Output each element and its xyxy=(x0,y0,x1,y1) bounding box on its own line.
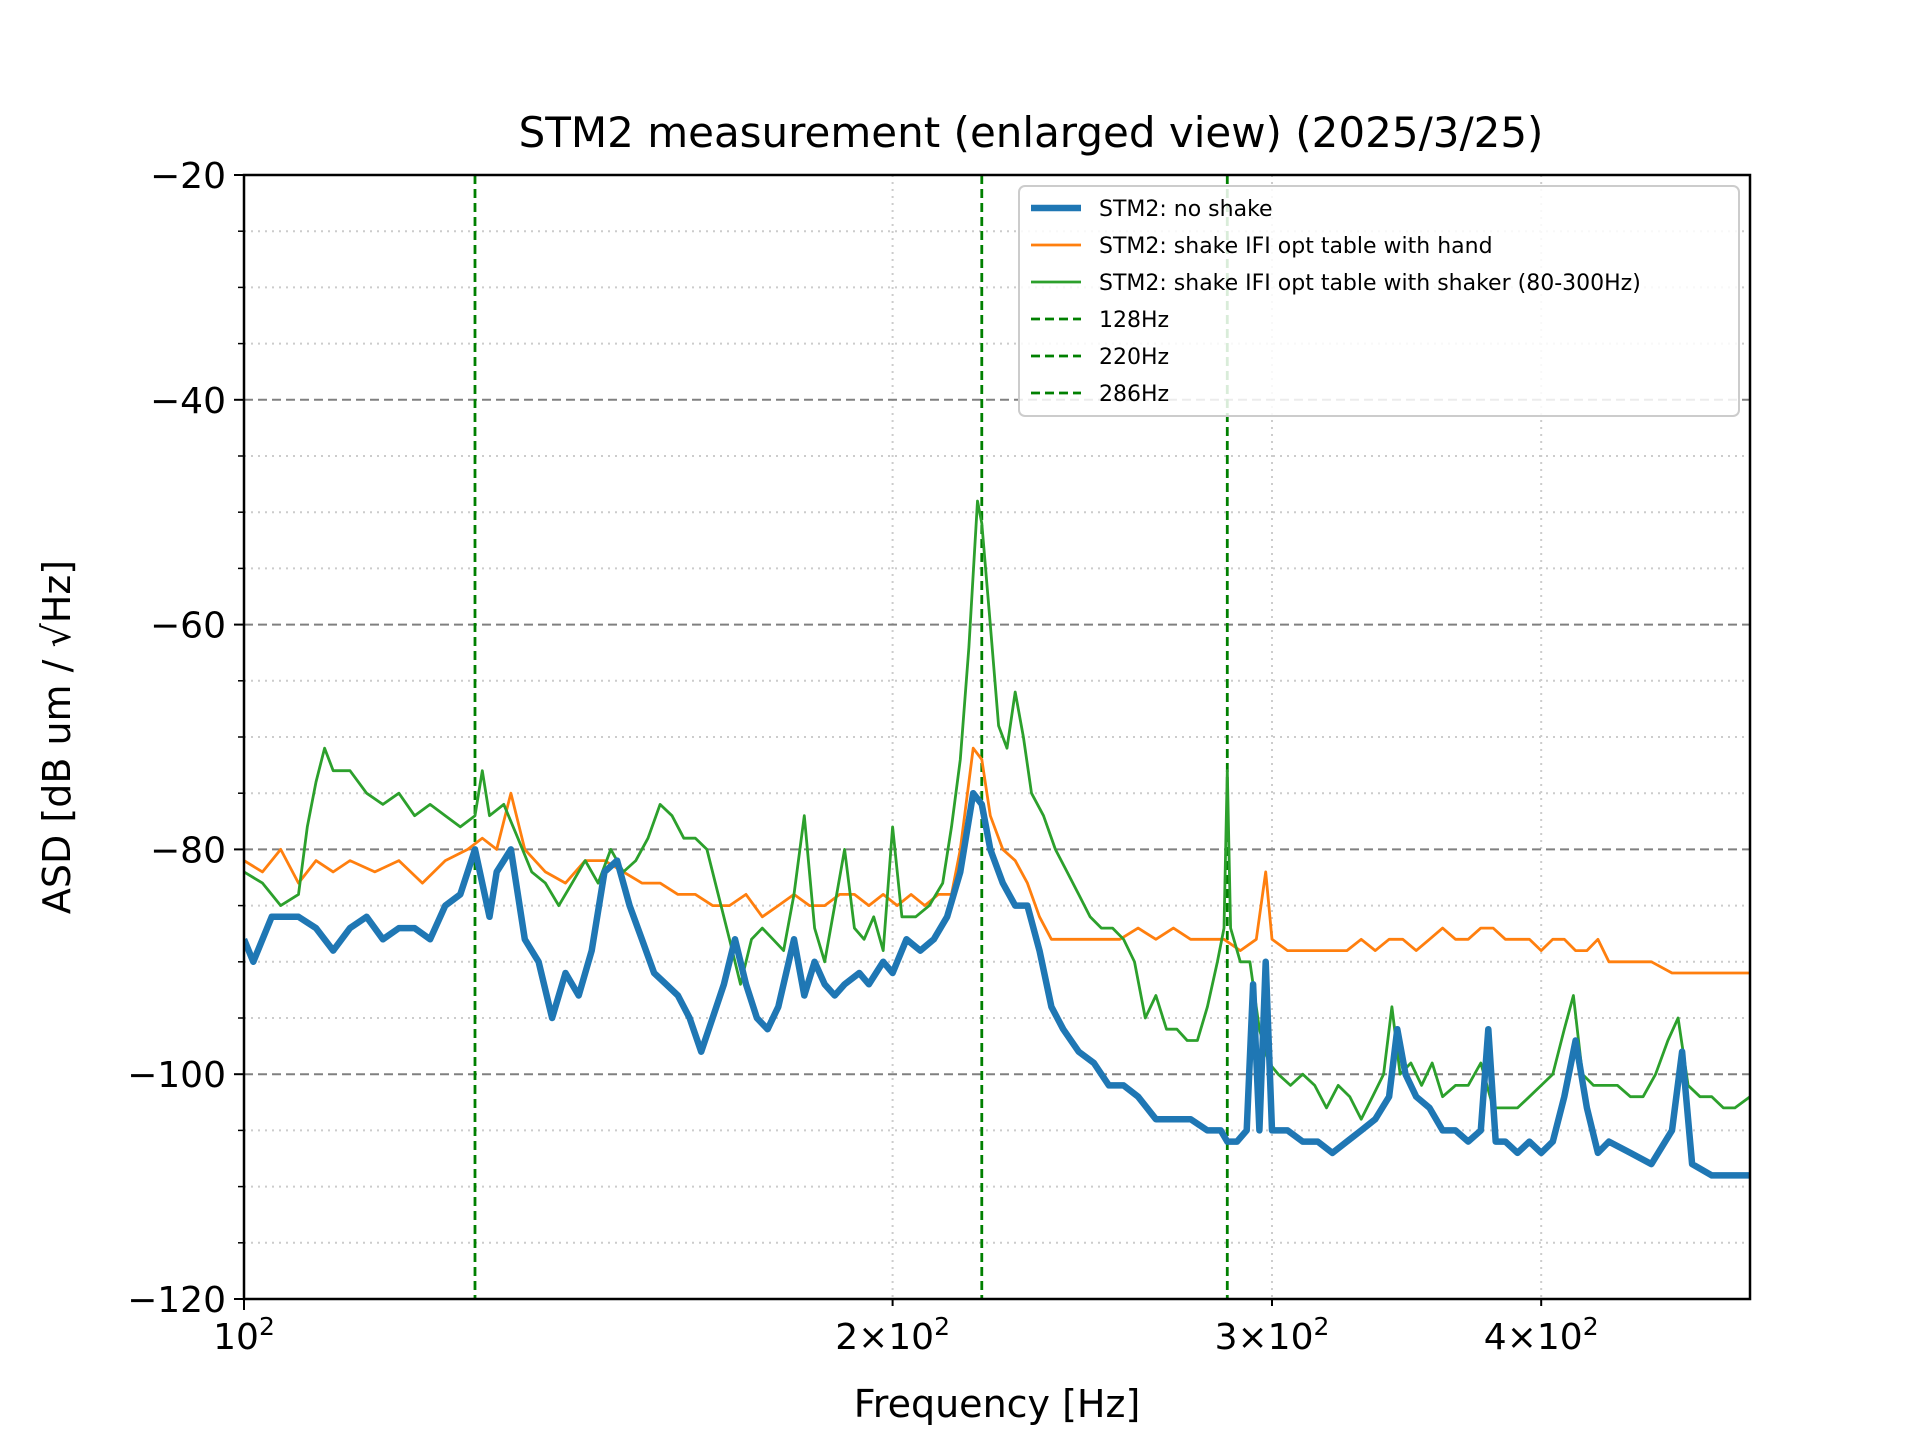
legend-label: 128Hz xyxy=(1099,308,1169,333)
legend-label: STM2: no shake xyxy=(1099,197,1273,222)
series-line-3 xyxy=(244,499,1750,1121)
tick-label-y: −40 xyxy=(150,381,226,422)
tick-label-y: −20 xyxy=(150,156,226,197)
series-line-2 xyxy=(244,746,1750,975)
tick-label-x: 3×102 xyxy=(1215,1312,1330,1358)
legend-box xyxy=(1018,185,1740,417)
chart-title: STM2 measurement (enlarged view) (2025/3… xyxy=(519,108,1544,157)
tick-label-y: −80 xyxy=(150,830,226,871)
grid xyxy=(244,175,1750,1299)
tick-label-y: −100 xyxy=(127,1055,226,1096)
legend-label: 220Hz xyxy=(1099,345,1169,370)
series-lines xyxy=(244,499,1750,1179)
legend: STM2: no shake STM2: shake IFI opt table … xyxy=(1018,185,1740,417)
tick-label-y: −60 xyxy=(150,606,226,647)
legend-label: STM2: shake IFI opt table with hand xyxy=(1099,234,1493,259)
series-line-1 xyxy=(244,789,1750,1179)
tick-label-y: −120 xyxy=(127,1280,226,1321)
y-axis-label: ASD [dB um / √Hz] xyxy=(35,560,79,914)
tick-label-x: 4×102 xyxy=(1484,1312,1599,1358)
legend-label: STM2: shake IFI opt table with shaker (8… xyxy=(1099,271,1641,296)
legend-label: 286Hz xyxy=(1099,382,1169,407)
x-axis-label: Frequency [Hz] xyxy=(854,1382,1141,1426)
tick-label-x: 2×102 xyxy=(835,1312,950,1358)
